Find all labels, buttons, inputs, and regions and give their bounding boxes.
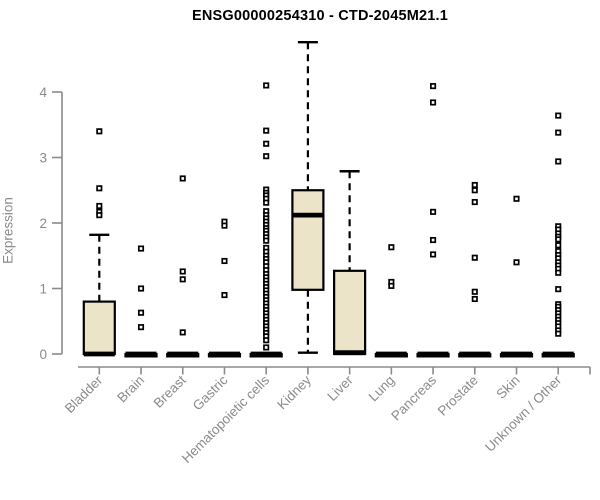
outlier-point (263, 153, 270, 160)
outlier-point (221, 257, 228, 265)
x-tick-label-pancreas: Pancreas (388, 372, 439, 423)
outlier-point (555, 158, 562, 165)
outlier-point (555, 286, 562, 293)
outlier-point (137, 324, 145, 331)
outlier-point (96, 128, 103, 135)
y-axis: 0 1 2 3 4 (39, 85, 63, 362)
outlier-point (263, 140, 270, 147)
outlier-point (221, 292, 228, 299)
box (291, 189, 325, 291)
outlier-point (137, 245, 145, 252)
box (333, 269, 367, 356)
y-tick-label: 0 (39, 347, 47, 362)
outlier-point (555, 242, 562, 249)
outlier-point (430, 83, 437, 90)
x-tick-label-kidney: Kidney (274, 372, 314, 412)
x-tick-label-lung: Lung (366, 373, 398, 405)
outlier-point (471, 254, 478, 261)
outlier-point (137, 309, 145, 316)
outlier-point (263, 344, 270, 351)
box (82, 300, 116, 356)
outlier-point (471, 295, 478, 303)
outlier-point (513, 195, 520, 202)
outlier-point (471, 198, 478, 206)
outlier-point (430, 99, 437, 106)
outlier-point (471, 181, 478, 189)
outlier-point (555, 236, 562, 243)
outlier-point (471, 187, 478, 194)
outlier-point (388, 244, 395, 251)
y-tick-label: 3 (39, 150, 47, 165)
boxplot-skin (499, 195, 534, 358)
x-tick-label-brain: Brain (114, 373, 147, 406)
boxplot-brain (124, 245, 158, 358)
outlier-point (555, 129, 562, 136)
outlier-point (513, 259, 520, 266)
boxplot-gastric (207, 218, 242, 358)
outlier-point (471, 288, 478, 295)
x-tick-label-unknown-other: Unknown / Other (482, 372, 565, 455)
boxplot-hematopoietic-cells (249, 82, 283, 358)
x-tick-label-breast: Breast (151, 372, 189, 410)
y-tick-label: 1 (39, 281, 47, 296)
boxplot-bladder (82, 128, 116, 357)
x-tick-label-gastric: Gastric (190, 372, 231, 413)
outlier-point (179, 276, 186, 283)
boxplot-breast (166, 175, 200, 358)
outlier-point (263, 237, 270, 244)
outlier-point (263, 127, 270, 134)
x-tick-label-prostate: Prostate (435, 373, 481, 419)
y-tick-label: 4 (39, 85, 47, 100)
outlier-point (263, 199, 270, 206)
x-tick-label-skin: Skin (493, 373, 522, 402)
x-tick-label-liver: Liver (324, 372, 356, 404)
boxplot-kidney (291, 41, 325, 354)
outlier-point (430, 208, 437, 215)
outlier-point (263, 82, 270, 89)
outlier-point (555, 330, 562, 337)
outlier-point (96, 202, 103, 210)
boxplot-pancreas (416, 83, 450, 358)
y-tick-label: 2 (39, 216, 47, 231)
x-tick-label-bladder: Bladder (62, 372, 106, 416)
boxplot-prostate (458, 181, 492, 358)
boxplot-lung (374, 244, 408, 358)
outlier-point (430, 251, 437, 258)
boxplot-unknown-other (541, 112, 575, 358)
outlier-point (263, 337, 270, 344)
outlier-point (179, 329, 186, 336)
outlier-point (137, 285, 145, 292)
outlier-point (179, 175, 186, 182)
outlier-point (555, 269, 562, 276)
outlier-point (221, 222, 228, 229)
outlier-point (555, 112, 562, 119)
outlier-point (430, 236, 437, 244)
chart-title: ENSG00000254310 - CTD-2045M21.1 (191, 8, 449, 24)
outlier-point (179, 268, 186, 275)
outlier-point (388, 282, 395, 289)
outlier-point (96, 212, 103, 219)
boxplot-liver (333, 170, 367, 356)
outlier-point (96, 185, 103, 192)
